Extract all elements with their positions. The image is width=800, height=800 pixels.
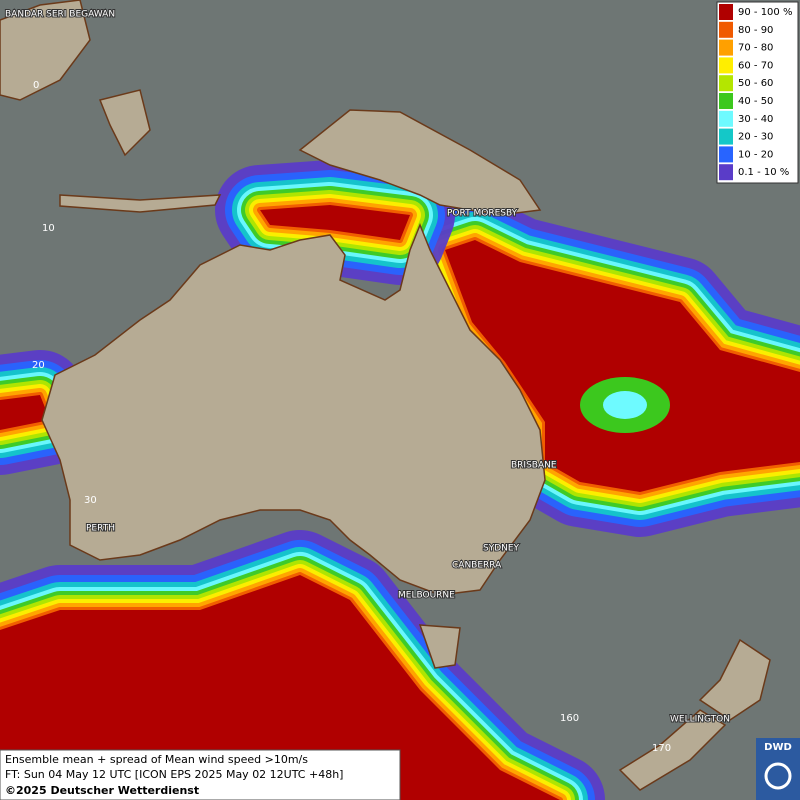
legend-swatch (719, 164, 733, 181)
grid-label: 10 (42, 223, 55, 234)
legend-label: 30 - 40 (738, 114, 773, 125)
grid-label: 0 (33, 80, 39, 91)
grid-label: 160 (560, 713, 579, 724)
logo-text: DWD (764, 742, 792, 753)
land (0, 0, 771, 791)
place-label: PERTH (86, 524, 115, 534)
new-guinea (298, 109, 542, 216)
nz-south (618, 709, 727, 791)
grid-label: 20 (32, 360, 45, 371)
borneo (0, 0, 91, 101)
footer-copyright: ©2025 Deutscher Wetterdienst (5, 784, 199, 797)
logo-icon (764, 762, 792, 790)
legend-label: 60 - 70 (738, 60, 773, 71)
wind-hole (603, 391, 647, 419)
wind-core (0, 575, 560, 800)
grid-label: 30 (84, 495, 97, 506)
legend-swatch (719, 57, 733, 74)
legend-swatch (719, 93, 733, 109)
legend-label: 70 - 80 (738, 43, 773, 54)
legend-swatch (719, 75, 733, 92)
islands (59, 194, 222, 213)
legend-label: 50 - 60 (738, 78, 773, 89)
place-label: WELLINGTON (670, 715, 730, 725)
tasmania (418, 624, 461, 669)
place-label: CANBERRA (452, 561, 502, 571)
place-label: BRISBANE (511, 461, 557, 471)
place-label: PORT MORESBY (447, 209, 518, 219)
legend-swatch (719, 128, 733, 145)
wind-core (445, 240, 800, 492)
place-label: BANDAR SERI BEGAWAN (5, 10, 115, 20)
legend-swatch (719, 21, 733, 38)
wind-core (0, 395, 50, 430)
legend-label: 40 - 50 (738, 96, 773, 107)
legend-label: 10 - 20 (738, 149, 773, 160)
legend-swatch (719, 110, 733, 127)
legend-swatch (719, 39, 733, 56)
legend-label: 90 - 100 % (738, 7, 792, 18)
sulawesi (98, 89, 151, 157)
nz-north (698, 638, 771, 721)
legend-swatch (719, 146, 733, 163)
wind-core (260, 205, 410, 240)
australia (41, 222, 546, 596)
legend-label: 80 - 90 (738, 25, 773, 36)
logo-box (756, 738, 800, 800)
footer-box (0, 749, 401, 800)
footer-text: Ensemble mean + spread of Mean wind spee… (5, 753, 308, 766)
place-label: MELBOURNE (398, 591, 455, 601)
footer-text: FT: Sun 04 May 12 UTC [ICON EPS 2025 May… (5, 768, 343, 781)
place-label: SYDNEY (483, 544, 520, 554)
legend-label: 0.1 - 10 % (738, 167, 789, 178)
legend-swatch (719, 4, 733, 20)
legend-label: 20 - 30 (738, 132, 773, 143)
legend: 90 - 100 % 80 - 90 70 - 80 60 - 70 50 - 60 40… (716, 1, 799, 184)
grid-label: 170 (652, 743, 671, 754)
